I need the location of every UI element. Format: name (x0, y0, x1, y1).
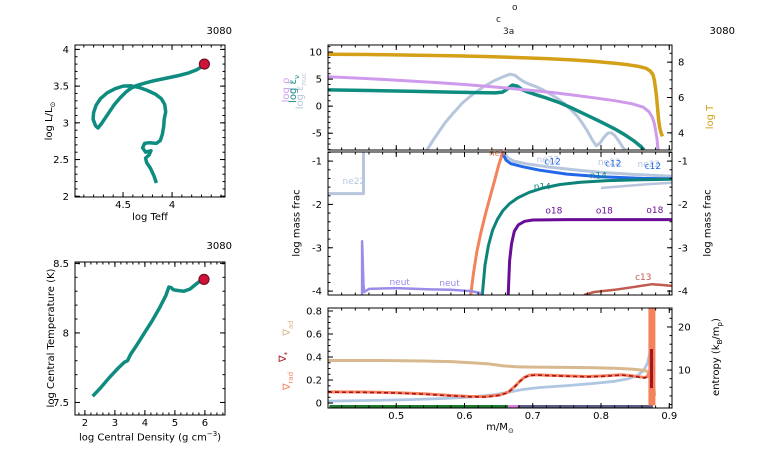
svg-text:o18: o18 (646, 206, 663, 216)
svg-text:8: 8 (63, 328, 69, 339)
mass-frac-left-axis-label: log mass frac (291, 189, 303, 257)
svg-text:7.5: 7.5 (53, 398, 69, 409)
svg-text:-1: -1 (312, 157, 322, 168)
svg-text:0.7: 0.7 (525, 411, 541, 422)
svg-text:4: 4 (63, 45, 69, 56)
svg-text:0.6: 0.6 (306, 330, 322, 341)
svg-text:6: 6 (678, 93, 684, 104)
burn-label-3a: 3a (503, 27, 515, 37)
svg-text:n14: n14 (534, 183, 551, 193)
svg-text:0: 0 (316, 399, 322, 410)
svg-text:0.8: 0.8 (593, 411, 609, 422)
svg-text:3: 3 (63, 118, 69, 129)
svg-text:-5: -5 (312, 129, 322, 140)
svg-text:20: 20 (678, 322, 691, 333)
log-eps-nuc-axis-label: log εnuc (295, 72, 308, 110)
gradients-entropy-chart: 0.5 0.6 0.7 0.8 0.9 0 0.2 0.4 0.6 0.8 10 20 (306, 306, 691, 422)
hr-diagram-chart: 4.5 4 2 2.5 3 3.5 4 (53, 44, 226, 211)
hr-model-number: 3080 (206, 26, 232, 37)
svg-text:o18: o18 (545, 207, 562, 217)
mass-frac-right-axis-label: log mass frac (702, 189, 714, 257)
svg-text:-3: -3 (312, 243, 322, 254)
svg-text:c12: c12 (544, 158, 560, 168)
svg-text:ne22: ne22 (343, 177, 366, 187)
svg-text:c13: c13 (635, 273, 651, 283)
svg-text:4: 4 (678, 128, 684, 139)
svg-text:ne22: ne22 (598, 158, 621, 168)
log-T-axis-label: log T (705, 104, 716, 130)
svg-text:4: 4 (169, 200, 175, 211)
svg-text:n14: n14 (590, 171, 607, 181)
trho-model-number: 3080 (206, 241, 232, 252)
entropy-axis-label: entropy (kB/mp) (711, 318, 724, 396)
svg-text:-4: -4 (312, 287, 322, 298)
svg-text:-2: -2 (678, 200, 688, 211)
svg-text:0.8: 0.8 (306, 306, 322, 317)
mass-x-axis-label: m/M⊙ (486, 422, 514, 435)
svg-text:6: 6 (202, 418, 208, 429)
svg-text:8.5: 8.5 (53, 259, 69, 270)
svg-text:3.5: 3.5 (53, 82, 69, 93)
svg-text:0.5: 0.5 (388, 411, 404, 422)
svg-text:neut: neut (389, 278, 410, 288)
svg-text:-3: -3 (678, 243, 688, 254)
grad-rad-axis-label: ∇rad (282, 371, 295, 391)
svg-text:2: 2 (63, 192, 69, 203)
svg-text:ne22: ne22 (536, 155, 559, 165)
svg-text:neut: neut (439, 279, 460, 289)
svg-text:10: 10 (678, 366, 691, 377)
burn-label-c: c (496, 15, 501, 25)
burn-label-o: o (512, 3, 518, 13)
svg-text:2: 2 (82, 418, 88, 429)
profile-top-chart: -5 0 5 10 4 6 8 (309, 44, 684, 151)
svg-text:ne22: ne22 (637, 160, 660, 170)
profile-model-number: 3080 (709, 26, 735, 37)
trho-y-axis-label: log Central Temperature (K) (46, 268, 57, 408)
svg-text:2.5: 2.5 (53, 155, 69, 166)
svg-text:10: 10 (309, 48, 322, 59)
svg-text:c12: c12 (605, 160, 621, 170)
svg-text:-2: -2 (312, 200, 322, 211)
grad-ad-axis-label: ∇ad (282, 320, 295, 336)
svg-text:4: 4 (142, 418, 148, 429)
hr-x-axis-label: log Teff (132, 212, 168, 223)
svg-text:c12: c12 (645, 162, 661, 172)
svg-text:0.2: 0.2 (306, 376, 322, 387)
svg-text:o18: o18 (596, 207, 613, 217)
svg-text:-1: -1 (678, 157, 688, 168)
svg-text:0.4: 0.4 (306, 353, 322, 364)
hr-y-axis-label: log L/L⊙ (44, 101, 57, 141)
svg-text:he4: he4 (489, 149, 506, 159)
svg-text:5: 5 (316, 75, 322, 86)
svg-text:3: 3 (112, 418, 118, 429)
svg-text:0.9: 0.9 (661, 411, 677, 422)
svg-text:5: 5 (172, 418, 178, 429)
svg-text:0.6: 0.6 (457, 411, 473, 422)
central-temperature-density-chart: 2 3 4 5 6 7.5 8 8.5 (53, 259, 226, 429)
svg-text:4.5: 4.5 (115, 200, 131, 211)
svg-text:0: 0 (316, 102, 322, 113)
trho-x-axis-label: log Central Density (g cm−3) (78, 430, 222, 444)
svg-text:8: 8 (678, 58, 684, 69)
svg-text:-4: -4 (678, 287, 688, 298)
